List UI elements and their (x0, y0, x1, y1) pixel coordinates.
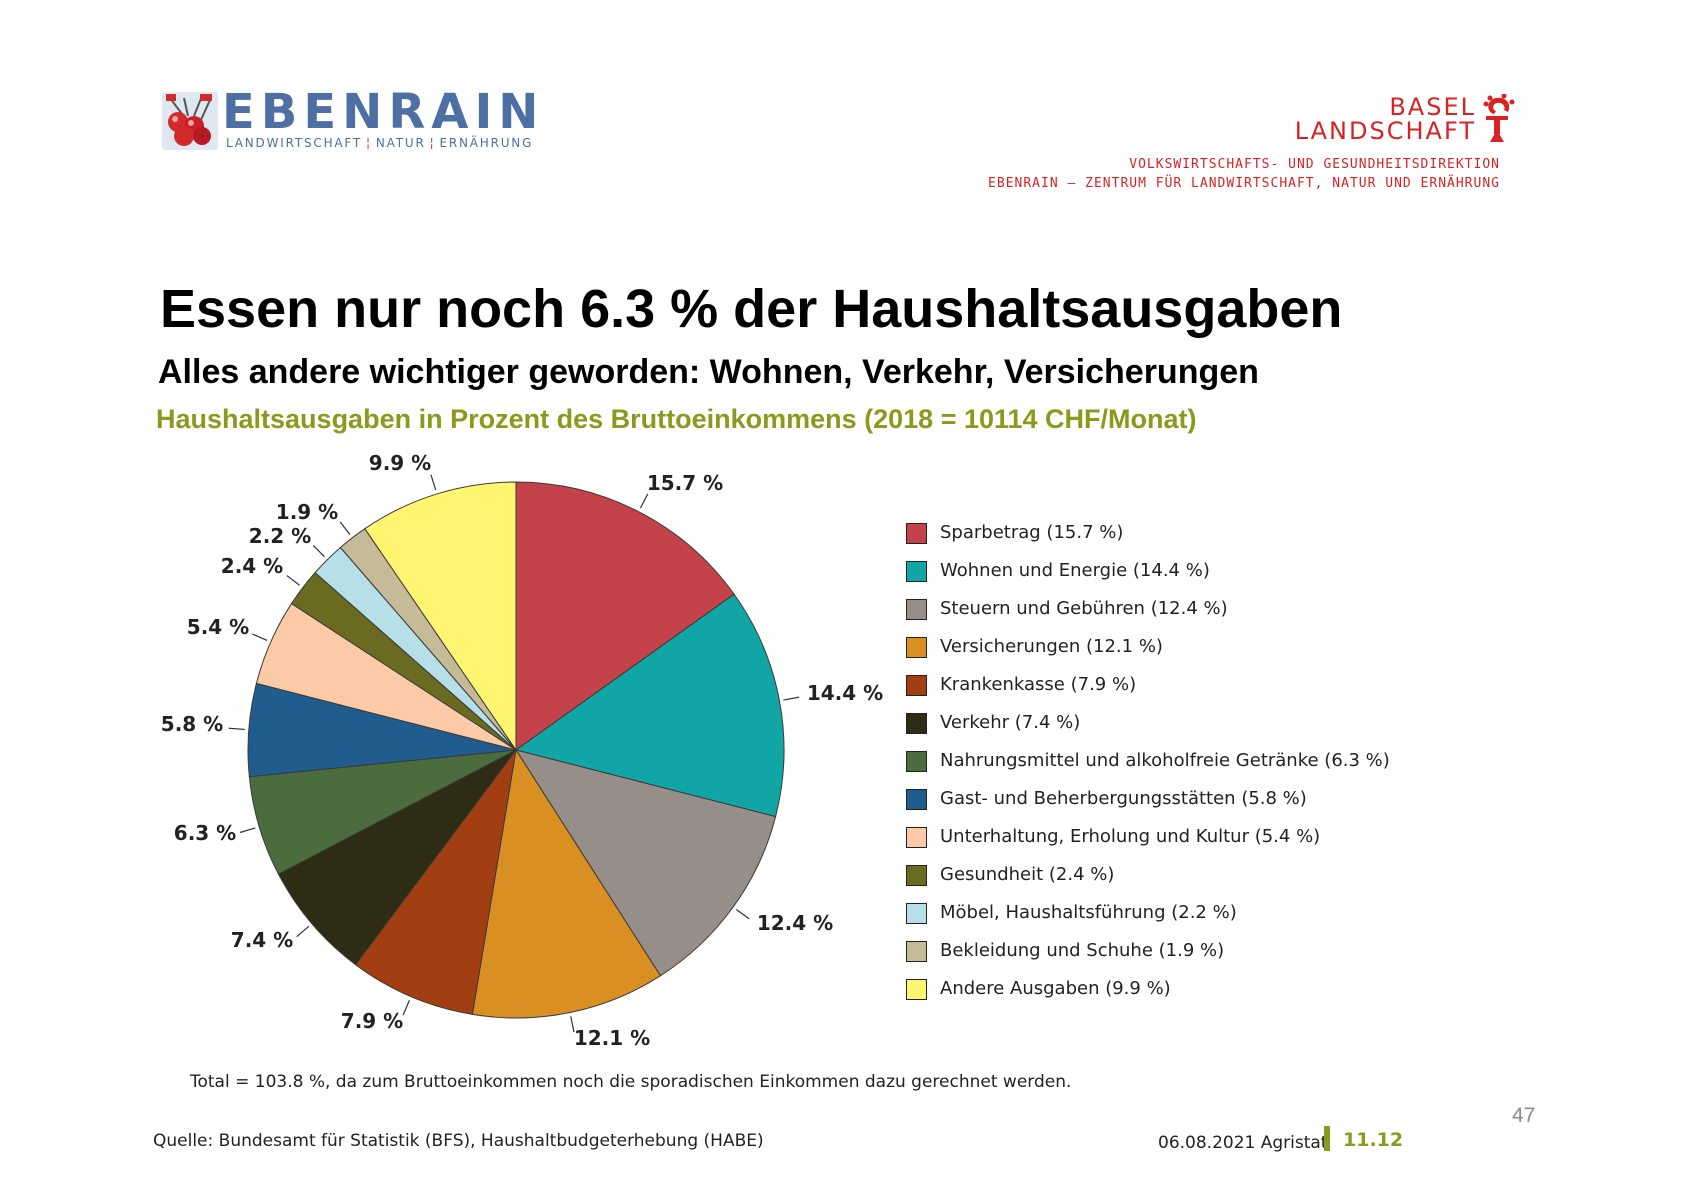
pie-slice (277, 749, 517, 966)
slice-data-label: 2.4 % (221, 554, 283, 578)
pie-slice (364, 481, 517, 752)
chart-legend: Sparbetrag (15.7 %) Wohnen und Energie (1… (906, 520, 1466, 1014)
leader-line (430, 474, 437, 491)
slice-data-label: 5.4 % (187, 615, 249, 639)
ebenrain-tagline: LANDWIRTSCHAFT ¦ NATUR ¦ ERNÄHRUNG (226, 136, 533, 150)
date-label: 06.08.2021 Agristat (1158, 1133, 1328, 1153)
tagline-separator-1: ¦ (366, 136, 372, 150)
slice-data-label: 12.1 % (574, 1026, 650, 1050)
legend-swatch (906, 523, 927, 544)
slide-title: Essen nur noch 6.3 % der Haushaltsausgab… (160, 279, 1343, 339)
leader-line (402, 1000, 410, 1016)
tagline-part-3: ERNÄHRUNG (439, 136, 534, 150)
legend-swatch (906, 713, 927, 734)
source-note: Quelle: Bundesamt für Statistik (BFS), H… (153, 1131, 764, 1151)
legend-swatch (906, 979, 927, 1000)
legend-item: Gast- und Beherbergungsstätten (5.8 %) (906, 786, 1466, 824)
legend-swatch (906, 827, 927, 848)
bishop-staff-icon (1483, 94, 1515, 142)
legend-label: Nahrungsmittel und alkoholfreie Getränke… (940, 750, 1390, 771)
ebenrain-logo: EBENRAIN LANDWIRTSCHAFT ¦ NATUR ¦ ERNÄHRUNG (162, 84, 538, 158)
legend-item: Sparbetrag (15.7 %) (906, 520, 1466, 558)
leader-line (286, 575, 300, 586)
legend-label: Verkehr (7.4 %) (940, 712, 1081, 733)
tagline-part-2: NATUR (375, 136, 426, 150)
legend-swatch (906, 865, 927, 886)
total-note: Total = 103.8 %, da zum Bruttoeinkommen … (190, 1072, 1072, 1092)
leader-line (570, 1016, 575, 1033)
chapter-code: 11.12 (1343, 1129, 1404, 1151)
slice-data-label: 14.4 % (807, 681, 883, 705)
page-number: 47 (1512, 1104, 1536, 1127)
legend-label: Steuern und Gebühren (12.4 %) (940, 598, 1228, 619)
legend-item: Möbel, Haushaltsführung (2.2 %) (906, 900, 1466, 938)
slice-data-label: 7.4 % (231, 928, 293, 952)
slice-data-label: 15.7 % (647, 471, 723, 495)
leader-line (252, 633, 268, 641)
chart-title: Haushaltsausgaben in Prozent des Bruttoe… (156, 404, 1197, 434)
legend-swatch (906, 941, 927, 962)
slice-data-label: 2.2 % (249, 524, 311, 548)
legend-item: Bekleidung und Schuhe (1.9 %) (906, 938, 1466, 976)
slice-data-label: 7.9 % (341, 1009, 403, 1033)
legend-label: Sparbetrag (15.7 %) (940, 522, 1124, 543)
tagline-separator-2: ¦ (429, 136, 436, 150)
legend-label: Gast- und Beherbergungsstätten (5.8 %) (940, 788, 1307, 809)
legend-label: Versicherungen (12.1 %) (940, 636, 1163, 657)
ebenrain-wordmark: EBENRAIN (222, 84, 545, 140)
pie-slice (354, 749, 517, 1016)
legend-swatch (906, 789, 927, 810)
landschaft-wordmark: LANDSCHAFT (1294, 117, 1476, 145)
legend-swatch (906, 675, 927, 696)
legend-swatch (906, 751, 927, 772)
legend-label: Bekleidung und Schuhe (1.9 %) (940, 940, 1225, 961)
slice-data-label: 6.3 % (174, 821, 236, 845)
legend-item: Gesundheit (2.4 %) (906, 862, 1466, 900)
legend-item: Unterhaltung, Erholung und Kultur (5.4 %… (906, 824, 1466, 862)
legend-label: Möbel, Haushaltsführung (2.2 %) (940, 902, 1237, 923)
cherries-icon (162, 92, 218, 150)
leader-line (239, 827, 256, 834)
center-name: EBENRAIN – ZENTRUM FÜR LANDWIRTSCHAFT, N… (988, 176, 1500, 191)
pie-slice (471, 748, 662, 1019)
department-name: VOLKSWIRTSCHAFTS- UND GESUNDHEITSDIREKTI… (1129, 157, 1500, 172)
leader-line (228, 727, 245, 731)
leader-line (783, 696, 800, 701)
leader-line (339, 521, 351, 535)
basel-landschaft-logo: BASEL LANDSCHAFT (1256, 92, 1516, 148)
slide-subtitle: Alles andere wichtiger geworden: Wohnen,… (158, 353, 1259, 391)
legend-label: Krankenkasse (7.9 %) (940, 674, 1137, 695)
basel-wordmark: BASEL (1389, 93, 1476, 121)
leader-line (735, 908, 750, 920)
pie-slice (514, 593, 785, 818)
legend-item: Verkehr (7.4 %) (906, 710, 1466, 748)
legend-label: Wohnen und Energie (14.4 %) (940, 560, 1210, 581)
legend-item: Krankenkasse (7.9 %) (906, 672, 1466, 710)
slice-data-label: 1.9 % (276, 500, 338, 524)
pie-slice (514, 749, 777, 977)
legend-swatch (906, 599, 927, 620)
slice-data-label: 9.9 % (369, 451, 431, 475)
legend-item: Wohnen und Energie (14.4 %) (906, 558, 1466, 596)
legend-item: Steuern und Gebühren (12.4 %) (906, 596, 1466, 634)
slice-data-label: 5.8 % (161, 712, 223, 736)
legend-label: Andere Ausgaben (9.9 %) (940, 978, 1171, 999)
leader-line (312, 545, 325, 558)
leader-line (296, 925, 310, 938)
legend-swatch (906, 561, 927, 582)
legend-label: Gesundheit (2.4 %) (940, 864, 1115, 885)
tagline-part-1: LANDWIRTSCHAFT (226, 136, 363, 150)
leader-line (639, 493, 649, 509)
legend-label: Unterhaltung, Erholung und Kultur (5.4 %… (940, 826, 1321, 847)
legend-item: Versicherungen (12.1 %) (906, 634, 1466, 672)
pie-slice (515, 481, 735, 751)
legend-swatch (906, 637, 927, 658)
slice-data-label: 12.4 % (757, 911, 833, 935)
legend-item: Nahrungsmittel und alkoholfreie Getränke… (906, 748, 1466, 786)
legend-swatch (906, 903, 927, 924)
footer-divider (1324, 1126, 1330, 1151)
legend-item: Andere Ausgaben (9.9 %) (906, 976, 1466, 1014)
